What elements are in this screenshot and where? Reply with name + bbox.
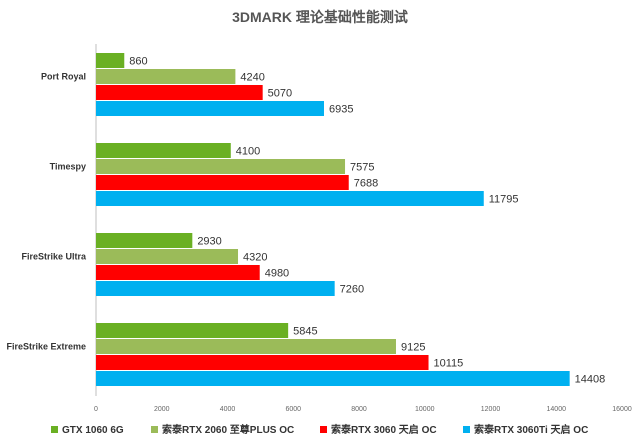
legend-label: 索泰RTX 2060 至尊PLUS OC — [162, 423, 294, 436]
legend-label: GTX 1060 6G — [62, 425, 124, 436]
legend-label: 索泰RTX 3060Ti 天启 OC — [474, 423, 588, 436]
data-label: 10115 — [434, 358, 464, 370]
x-tick-label: 12000 — [481, 406, 501, 413]
x-tick-label: 14000 — [547, 406, 567, 413]
bar — [96, 69, 236, 84]
data-label: 4240 — [240, 72, 264, 84]
x-tick-label: 6000 — [285, 406, 301, 413]
bar — [96, 191, 484, 206]
legend-label: 索泰RTX 3060 天启 OC — [331, 423, 437, 436]
bar — [96, 265, 260, 280]
x-tick-label: 8000 — [351, 406, 367, 413]
bar — [96, 159, 346, 174]
data-label: 2930 — [197, 236, 221, 248]
category-label: Timespy — [50, 162, 86, 172]
data-label: 6935 — [329, 104, 353, 116]
x-tick-label: 0 — [94, 406, 98, 413]
legend-swatch — [151, 426, 158, 433]
chart-title: 3DMARK 理论基础性能测试 — [232, 9, 408, 25]
data-label: 4320 — [243, 252, 267, 264]
bar — [96, 249, 239, 264]
x-tick-label: 10000 — [415, 406, 435, 413]
data-label: 9125 — [401, 342, 425, 354]
bar — [96, 233, 193, 248]
bar — [96, 355, 429, 370]
data-label: 7688 — [354, 178, 378, 190]
bar — [96, 175, 349, 190]
legend-swatch — [51, 426, 58, 433]
data-label: 7260 — [340, 284, 364, 296]
data-label: 14408 — [575, 374, 606, 386]
bar — [96, 323, 289, 338]
x-tick-label: 2000 — [154, 406, 170, 413]
bar — [96, 371, 570, 386]
bars — [96, 53, 570, 386]
category-label: Port Royal — [41, 72, 86, 82]
bar — [96, 143, 231, 158]
data-label: 860 — [129, 56, 147, 68]
data-label: 5070 — [268, 88, 292, 100]
x-tick-label: 16000 — [612, 406, 632, 413]
data-label: 5845 — [293, 326, 317, 338]
legend-swatch — [320, 426, 327, 433]
x-tick-label: 4000 — [220, 406, 236, 413]
data-label: 7575 — [350, 162, 374, 174]
data-label: 4980 — [265, 268, 289, 280]
labels: 860 4240 5070 6935 Port Royal 4100 7575 7688 117… — [6, 56, 605, 386]
bar — [96, 85, 263, 100]
bar — [96, 101, 324, 116]
data-label: 11795 — [489, 194, 519, 206]
category-label: FireStrike Extreme — [6, 342, 86, 352]
bar — [96, 281, 335, 296]
legend-swatch — [463, 426, 470, 433]
category-label: FireStrike Ultra — [21, 252, 87, 262]
bar — [96, 339, 396, 354]
data-label: 4100 — [236, 146, 260, 158]
bar — [96, 53, 125, 68]
legend: GTX 1060 6G 索泰RTX 2060 至尊PLUS OC 索泰RTX 306… — [51, 423, 588, 436]
